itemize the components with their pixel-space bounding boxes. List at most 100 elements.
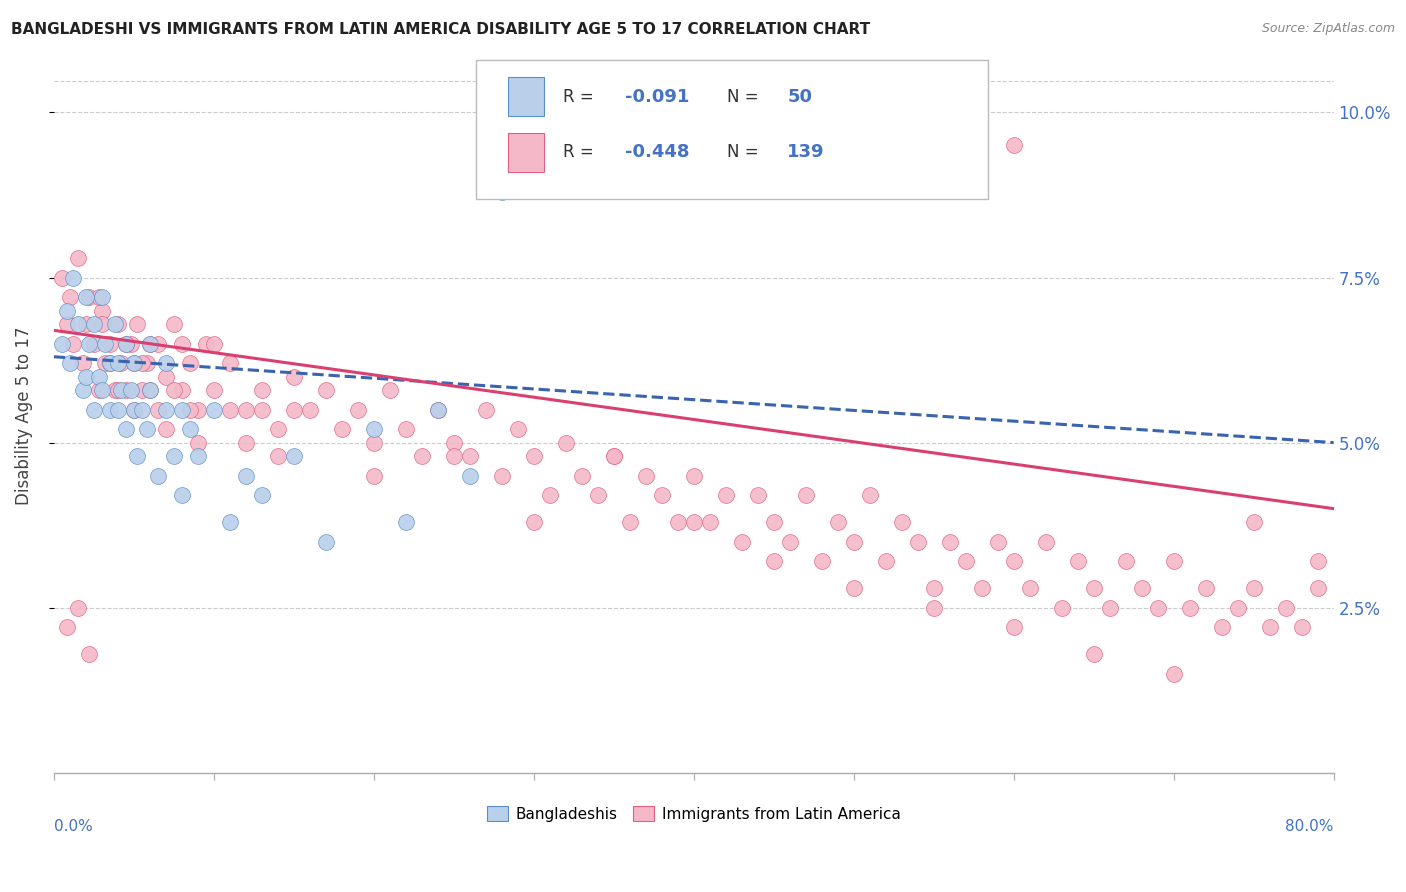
Point: [794, 488, 817, 502]
Point: [458, 468, 481, 483]
Point: [938, 534, 960, 549]
Point: [842, 534, 865, 549]
Point: [1002, 138, 1025, 153]
Point: [110, 383, 132, 397]
Y-axis label: Disability Age 5 to 17: Disability Age 5 to 17: [15, 327, 32, 506]
Point: [283, 369, 305, 384]
Point: [779, 534, 801, 549]
Point: [83, 336, 105, 351]
Point: [1243, 581, 1265, 595]
Point: [218, 515, 240, 529]
Point: [202, 402, 225, 417]
Point: [250, 383, 273, 397]
Point: [135, 356, 157, 370]
Point: [443, 449, 465, 463]
Point: [682, 515, 704, 529]
Point: [411, 449, 433, 463]
Point: [699, 515, 721, 529]
Point: [59, 290, 82, 304]
Point: [107, 317, 129, 331]
Point: [155, 402, 177, 417]
Point: [1163, 554, 1185, 568]
Point: [1195, 581, 1218, 595]
Point: [146, 402, 169, 417]
Point: [955, 554, 977, 568]
Point: [131, 383, 153, 397]
Point: [890, 515, 912, 529]
FancyBboxPatch shape: [477, 60, 988, 199]
Point: [218, 356, 240, 370]
Point: [651, 488, 673, 502]
Point: [378, 383, 401, 397]
Point: [1274, 600, 1296, 615]
Point: [87, 369, 110, 384]
Point: [283, 402, 305, 417]
Point: [267, 449, 290, 463]
Point: [315, 383, 337, 397]
Point: [267, 422, 290, 436]
Point: [250, 488, 273, 502]
Point: [1066, 554, 1088, 568]
Point: [634, 468, 657, 483]
Point: [1291, 620, 1313, 634]
Point: [603, 449, 626, 463]
Point: [363, 435, 385, 450]
Point: [842, 119, 865, 133]
Point: [155, 356, 177, 370]
Point: [298, 402, 321, 417]
Point: [443, 435, 465, 450]
Point: [155, 369, 177, 384]
Point: [363, 468, 385, 483]
Point: [75, 317, 97, 331]
Point: [426, 402, 449, 417]
Point: [110, 356, 132, 370]
Point: [1018, 581, 1040, 595]
Point: [122, 356, 145, 370]
Point: [283, 449, 305, 463]
Point: [922, 158, 945, 172]
Point: [120, 383, 142, 397]
Point: [155, 422, 177, 436]
Point: [1050, 600, 1073, 615]
Text: 50: 50: [787, 87, 813, 105]
Point: [330, 422, 353, 436]
Point: [163, 449, 186, 463]
Point: [59, 356, 82, 370]
Point: [202, 383, 225, 397]
Point: [187, 435, 209, 450]
Point: [62, 336, 84, 351]
Point: [426, 402, 449, 417]
Point: [55, 303, 77, 318]
Text: -0.448: -0.448: [624, 144, 689, 161]
Point: [66, 251, 89, 265]
Point: [98, 356, 121, 370]
Point: [146, 468, 169, 483]
Point: [163, 317, 186, 331]
Point: [114, 336, 136, 351]
Point: [98, 356, 121, 370]
Text: -0.091: -0.091: [624, 87, 689, 105]
Point: [77, 290, 100, 304]
Point: [682, 468, 704, 483]
Text: N =: N =: [727, 87, 763, 105]
Text: 80.0%: 80.0%: [1285, 819, 1334, 834]
Point: [1098, 600, 1121, 615]
Point: [827, 515, 849, 529]
Point: [491, 185, 513, 199]
Point: [202, 336, 225, 351]
FancyBboxPatch shape: [508, 133, 544, 172]
Point: [77, 336, 100, 351]
Point: [1130, 581, 1153, 595]
Point: [139, 383, 162, 397]
Point: [122, 356, 145, 370]
Point: [139, 336, 162, 351]
Point: [55, 317, 77, 331]
Legend: Bangladeshis, Immigrants from Latin America: Bangladeshis, Immigrants from Latin Amer…: [479, 798, 908, 830]
Point: [90, 383, 112, 397]
Point: [1115, 554, 1137, 568]
Point: [1243, 515, 1265, 529]
Point: [187, 449, 209, 463]
Text: R =: R =: [564, 87, 599, 105]
Point: [104, 383, 127, 397]
Point: [762, 554, 785, 568]
